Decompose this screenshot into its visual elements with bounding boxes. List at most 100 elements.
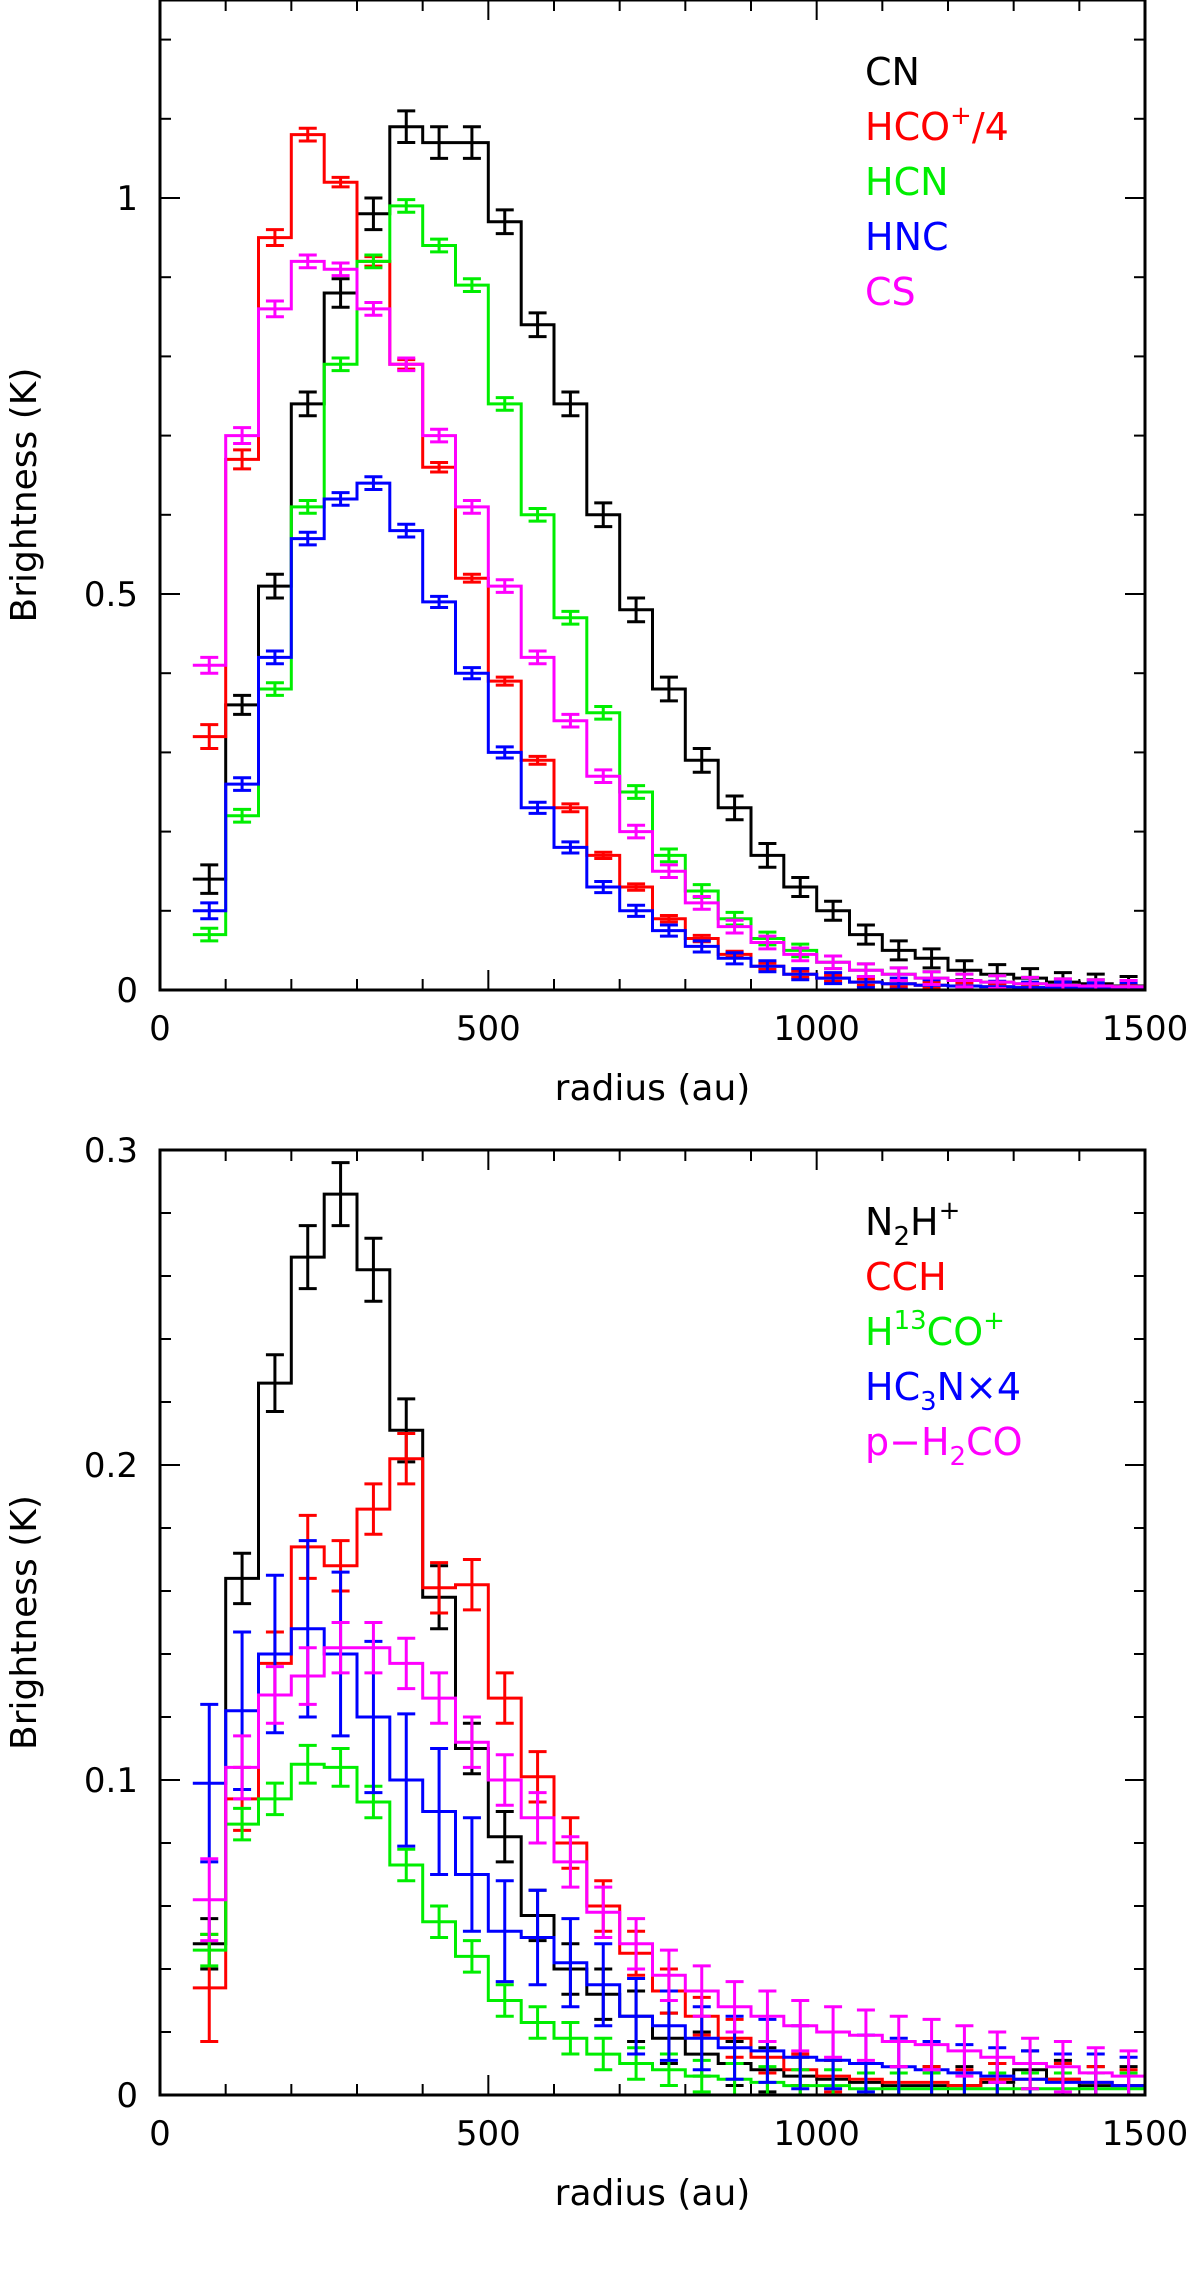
legend-text-part: 2 [893, 1222, 910, 1252]
x-axis-title: radius (au) [555, 1068, 751, 1109]
error-bar [659, 923, 678, 938]
error-bar [265, 572, 284, 600]
error-bar [922, 2017, 941, 2072]
legend-entry: HCN [865, 160, 949, 204]
error-bar [659, 675, 678, 703]
error-bar [364, 475, 383, 491]
error-bar [955, 972, 974, 989]
error-bar [889, 939, 908, 962]
error-bar [397, 1712, 416, 1848]
error-bar [791, 876, 810, 899]
error-bar [397, 1636, 416, 1691]
error-bar [988, 2030, 1007, 2084]
error-bar [495, 1810, 514, 1864]
error-bar [659, 914, 678, 924]
error-bar [364, 1621, 383, 1675]
error-bar [561, 712, 580, 729]
error-bar [561, 390, 580, 418]
x-tick-label: 500 [456, 1009, 521, 1049]
legend-entry: CCH [865, 1255, 947, 1299]
error-bar [495, 745, 514, 760]
error-bar [1119, 2049, 1138, 2095]
error-bar [298, 530, 317, 547]
legend-text-part: N×4 [937, 1365, 1021, 1409]
legend-text-part: 2 [950, 1442, 967, 1472]
error-bar [528, 311, 547, 339]
series-step-line [192, 1646, 1145, 2078]
error-bar [561, 609, 580, 626]
error-bar [397, 1847, 416, 1883]
error-bar [889, 966, 908, 982]
chart-panel-2: 0 500 1000 1500 0 0.1 0.2 0.3 radius (au) Brightn… [4, 1131, 1188, 2214]
error-bar [495, 578, 514, 594]
error-bar [495, 1753, 514, 1807]
error-bar [1086, 978, 1105, 990]
error-bar [331, 491, 350, 507]
error-bar [265, 228, 284, 248]
error-bar [298, 1646, 317, 1706]
legend-text-part: CO [966, 1420, 1022, 1464]
series-cs [192, 253, 1145, 990]
x-tick-label: 1000 [773, 1009, 860, 1049]
error-bar [430, 1904, 449, 1939]
legend-text-part: HCO [865, 105, 950, 149]
x-tick-label: 1500 [1102, 1009, 1189, 1049]
error-bar [594, 850, 613, 861]
error-bar [430, 461, 449, 474]
error-bar [265, 649, 284, 666]
error-bar [462, 1558, 481, 1612]
error-bar [561, 802, 580, 814]
error-bar [495, 396, 514, 412]
error-bar [824, 899, 843, 922]
legend-text-part: HCN [865, 160, 949, 204]
legend-text-part: /4 [972, 105, 1009, 149]
error-bar [528, 649, 547, 666]
error-bar [200, 655, 219, 675]
error-bar [856, 923, 875, 946]
error-bar [495, 208, 514, 236]
error-bar [364, 301, 383, 317]
error-bar [265, 299, 284, 319]
error-bar [298, 499, 317, 515]
error-bar [528, 1888, 547, 1987]
series-hc3nx4 [192, 1539, 1145, 2095]
error-bar [988, 974, 1007, 990]
error-bar [233, 448, 252, 471]
error-bar [1021, 2036, 1040, 2091]
error-bar [331, 356, 350, 373]
x-axis-title: radius (au) [555, 2173, 751, 2214]
error-bar [725, 1980, 744, 2034]
legend-entry: HNC [865, 215, 949, 259]
error-bar [561, 1835, 580, 1889]
x-tick-label: 500 [456, 2114, 521, 2154]
error-bar [298, 1224, 317, 1291]
error-bar [659, 847, 678, 864]
error-bar [233, 426, 252, 446]
error-bar [955, 2024, 974, 2078]
error-bar [594, 2036, 613, 2072]
error-bar [528, 506, 547, 523]
legend-entry: N2H+ [865, 1196, 960, 1252]
legend-text-part: 13 [894, 1306, 927, 1336]
error-bar [462, 1816, 481, 1933]
error-bar [298, 390, 317, 418]
error-bar [495, 675, 514, 687]
error-bar [462, 499, 481, 515]
error-bar [627, 823, 646, 840]
error-bar [758, 934, 777, 951]
error-bar [692, 895, 711, 911]
error-bar [495, 1671, 514, 1725]
error-bar [265, 1781, 284, 1817]
legend-text-part: H [910, 1200, 939, 1244]
error-bar [561, 840, 580, 855]
error-bar [233, 807, 252, 824]
error-bar [627, 784, 646, 800]
error-bar [758, 841, 777, 869]
error-bar [430, 237, 449, 254]
error-bar [758, 959, 777, 974]
error-bar [495, 1879, 514, 1984]
error-bar [725, 918, 744, 935]
error-bar [397, 1432, 416, 1486]
error-bar [462, 277, 481, 293]
